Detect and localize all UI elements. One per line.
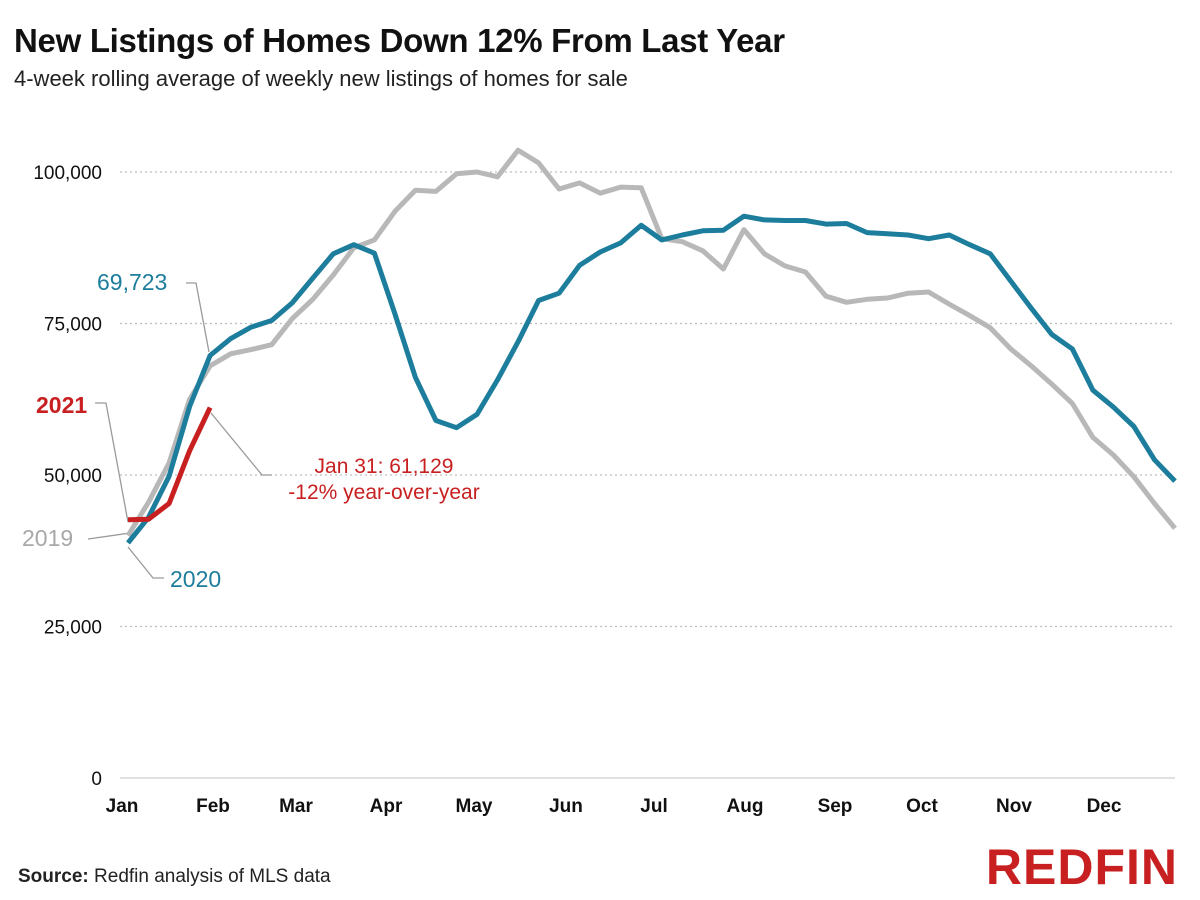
series-line-2019 <box>125 147 1177 537</box>
x-tick-label: Apr <box>370 796 403 817</box>
series-lines <box>125 147 1177 545</box>
x-tick-label: Feb <box>196 796 230 817</box>
y-tick-label: 100,000 <box>33 163 102 184</box>
x-tick-label: Oct <box>906 796 938 817</box>
annotation-label: 2021 <box>36 392 87 418</box>
leader-line <box>87 532 131 540</box>
leader-line <box>210 412 272 476</box>
x-axis-ticks: Jan Feb Mar Apr May Jun Jul Aug Sep Oct Nov Dec <box>106 796 1122 817</box>
x-tick-label: Aug <box>727 796 764 817</box>
x-tick-label: Mar <box>279 796 313 817</box>
series-line-2020 <box>126 213 1177 545</box>
leader-line <box>95 402 129 523</box>
annotation-label: 69,723 <box>97 269 167 295</box>
redfin-logo: REDFIN <box>985 839 1178 895</box>
annotation-leaders <box>87 282 272 579</box>
x-tick-label: Jan <box>106 796 139 817</box>
y-tick-label: 75,000 <box>44 315 102 336</box>
annotations: 69,723 2021 Jan 31: 61,129 -12% year-over-y… <box>22 269 480 592</box>
x-tick-label: Dec <box>1087 796 1122 817</box>
y-tick-label: 25,000 <box>44 618 102 639</box>
source-label: Source: <box>18 866 89 887</box>
chart-subtitle: 4-week rolling average of weekly new lis… <box>14 66 628 91</box>
leader-line <box>127 546 164 579</box>
annotation-label: Jan 31: 61,129 <box>315 455 454 478</box>
y-axis-ticks: 0 25,000 50,000 75,000 100,000 <box>33 163 102 790</box>
annotation-label: 2020 <box>170 566 221 592</box>
y-tick-label: 50,000 <box>44 466 102 487</box>
x-tick-label: May <box>456 796 493 817</box>
series-line-2021 <box>127 406 213 523</box>
chart-title: New Listings of Homes Down 12% From Last… <box>14 22 785 59</box>
annotation-label: -12% year-over-year <box>288 481 479 504</box>
x-tick-label: Nov <box>996 796 1032 817</box>
x-tick-label: Jul <box>640 796 667 817</box>
leader-line <box>186 282 210 353</box>
x-tick-label: Sep <box>818 796 853 817</box>
x-tick-label: Jun <box>549 796 583 817</box>
y-tick-label: 0 <box>91 769 102 790</box>
annotation-label: 2019 <box>22 525 73 551</box>
source-text: Redfin analysis of MLS data <box>94 866 331 887</box>
source-note: Source: Redfin analysis of MLS data <box>18 866 331 888</box>
gridlines <box>120 171 1175 779</box>
